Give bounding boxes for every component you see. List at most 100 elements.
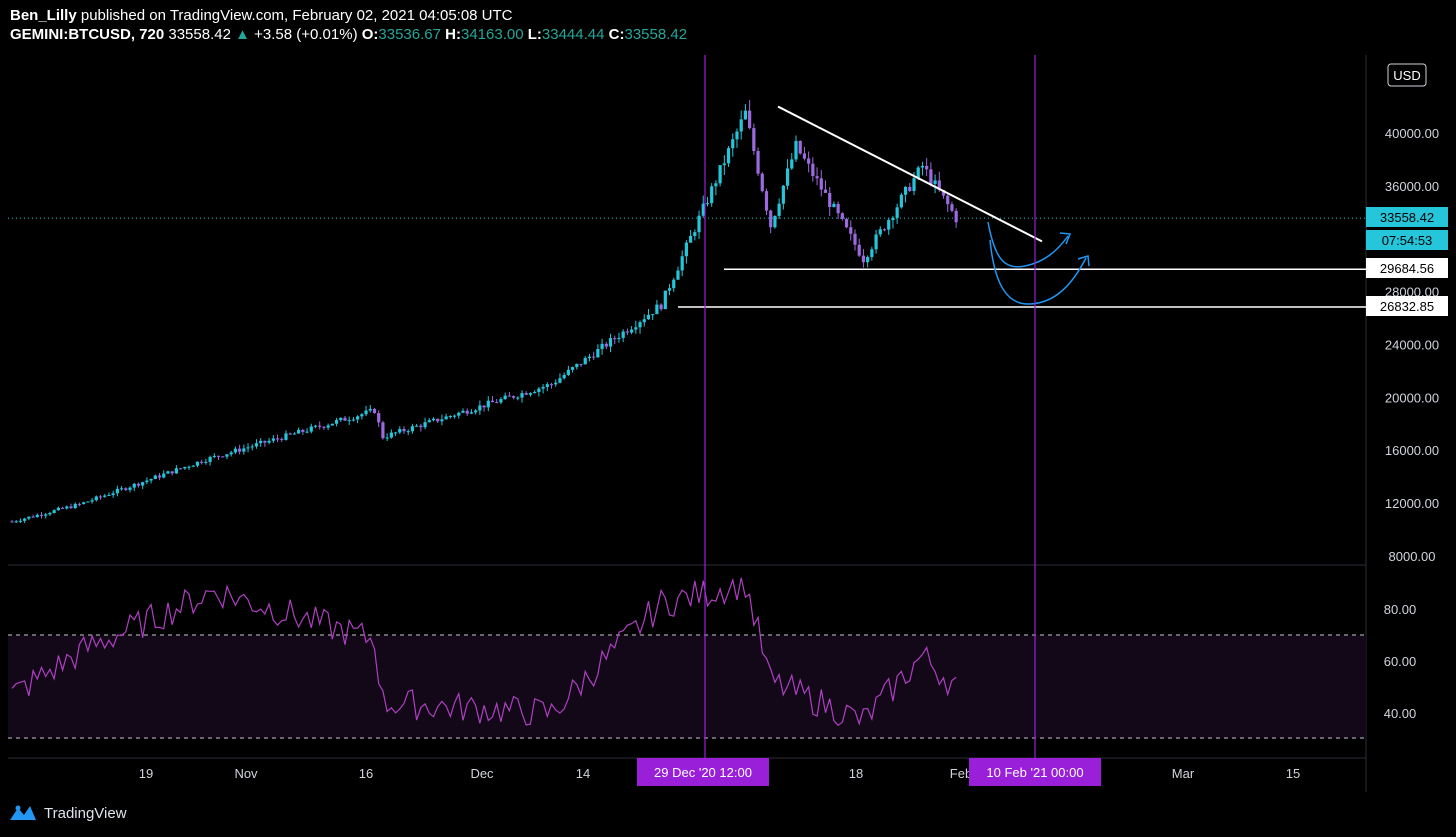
candle-body	[187, 466, 191, 468]
candle-body	[920, 165, 925, 168]
candle-body	[86, 501, 90, 503]
candle-body	[680, 256, 684, 271]
candle	[684, 240, 688, 264]
candle	[802, 146, 807, 161]
candle-body	[739, 119, 743, 132]
candle	[823, 180, 828, 194]
candle	[482, 405, 486, 412]
candle	[406, 429, 410, 436]
candle-body	[726, 148, 731, 164]
candle	[933, 174, 937, 194]
candle	[204, 458, 208, 465]
candle	[701, 195, 705, 218]
rsi-axis: 40.00 60.00 80.00	[1384, 602, 1417, 721]
last-price: 33558.42	[168, 26, 231, 43]
candle-body	[330, 423, 334, 426]
ohlc-line: GEMINI:BTCUSD, 720 33558.42 ▲ +3.58 (+0.…	[10, 25, 687, 44]
candle	[461, 408, 465, 414]
candle	[86, 501, 90, 503]
candle-body	[676, 270, 680, 280]
candle-body	[73, 503, 77, 509]
rsi-line	[11, 577, 957, 727]
candle	[760, 172, 764, 193]
candle-body	[440, 419, 444, 422]
candle-body	[457, 412, 461, 416]
candle	[343, 415, 347, 421]
candle	[402, 426, 406, 434]
candle	[520, 390, 524, 403]
candle-body	[798, 140, 802, 154]
candle-body	[98, 496, 103, 498]
candle-body	[937, 180, 941, 191]
candle	[423, 417, 427, 430]
candle	[457, 411, 461, 419]
candle-body	[174, 468, 178, 474]
candle	[419, 423, 423, 432]
candle-body	[339, 417, 343, 421]
candle	[389, 429, 393, 439]
projection-arrow-1[interactable]	[987, 221, 1069, 268]
candle-body	[385, 437, 389, 439]
candle-body	[689, 235, 693, 243]
candle	[566, 365, 570, 377]
candle-body	[436, 418, 440, 422]
candle-body	[183, 466, 187, 469]
candle-body	[667, 288, 672, 291]
candle	[920, 161, 925, 176]
price-tick-label: 28000.00	[1385, 285, 1439, 300]
candle-body	[77, 503, 82, 505]
candle	[604, 341, 608, 350]
candle-body	[878, 229, 882, 235]
candle-body	[887, 220, 891, 230]
candle-body	[372, 408, 377, 414]
candle	[554, 379, 558, 387]
trendline[interactable]	[777, 105, 1043, 243]
last-price-badge	[1366, 207, 1448, 227]
tradingview-brand[interactable]: TradingView	[8, 804, 127, 822]
candle-body	[899, 194, 903, 208]
candle	[718, 165, 722, 187]
candle-body	[368, 408, 372, 411]
candle	[743, 104, 748, 120]
candle-body	[495, 402, 499, 404]
candle	[410, 423, 415, 434]
projection-arrow-2[interactable]	[989, 239, 1087, 305]
candle-body	[343, 417, 347, 421]
candle-body	[31, 516, 35, 518]
candle-body	[292, 433, 297, 435]
candle	[18, 518, 23, 524]
candle-body	[655, 304, 659, 315]
currency-button[interactable]	[1387, 63, 1427, 87]
candle	[853, 229, 857, 251]
candle-body	[608, 338, 613, 347]
time-tick-label: Mar	[1172, 766, 1195, 781]
candle	[14, 520, 18, 523]
candle-body	[419, 425, 423, 428]
candle-body	[764, 191, 769, 211]
candle-body	[356, 416, 360, 420]
candle	[866, 255, 870, 268]
candle	[385, 433, 389, 441]
candle	[798, 140, 802, 155]
candle-body	[815, 176, 819, 179]
candle-body	[431, 418, 436, 421]
candle	[710, 183, 714, 207]
candle	[259, 438, 263, 447]
candle	[313, 424, 318, 429]
candle	[541, 384, 545, 394]
candle	[191, 465, 195, 467]
support-1-label: 29684.56	[1380, 261, 1434, 276]
candle	[954, 208, 958, 228]
candle	[575, 363, 579, 370]
candle-body	[326, 425, 330, 428]
candle-body	[634, 327, 638, 330]
candle	[570, 366, 575, 373]
candle-body	[579, 363, 583, 365]
price-tick-label: 8000.00	[1389, 549, 1436, 564]
candle	[212, 453, 216, 459]
candle	[297, 427, 301, 434]
author-name[interactable]: Ben_Lilly	[10, 7, 77, 24]
high-value: 34163.00	[460, 26, 524, 43]
candlestick-series	[10, 100, 958, 524]
